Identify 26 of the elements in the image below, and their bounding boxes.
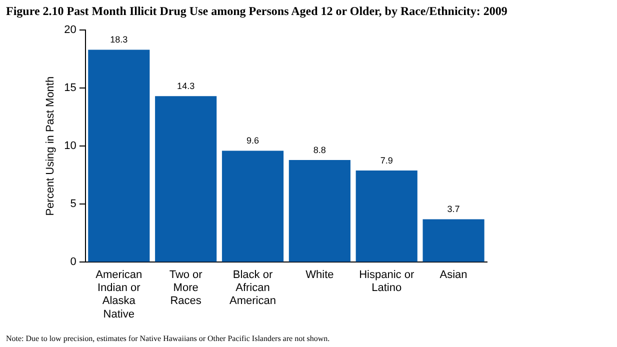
data-label: 3.7 [447, 204, 460, 214]
data-label: 18.3 [110, 34, 128, 45]
bar [356, 170, 418, 262]
x-tick-label: Hispanic or Latino [359, 268, 414, 294]
bar [288, 160, 350, 262]
bar [222, 150, 284, 262]
y-tick-label: 0 [70, 256, 76, 268]
x-tick-label: Two or More Races [169, 268, 203, 308]
y-tick-label: 15 [64, 82, 76, 94]
chart-title: Figure 2.10 Past Month Illicit Drug Use among Persons Aged 12 or Older, by Race/Ethnicity: 2009 [6, 4, 508, 19]
bar [155, 96, 217, 262]
y-tick-label: 20 [64, 24, 76, 36]
x-tick-label: White [306, 268, 334, 281]
data-label: 9.6 [246, 136, 260, 146]
x-tick-label: Asian [440, 268, 468, 281]
y-tick-label: 5 [70, 198, 76, 210]
data-label: 14.3 [177, 81, 195, 92]
bar [88, 50, 150, 262]
data-label: 8.8 [313, 145, 326, 156]
y-axis-title: Percent Using in Past Month [44, 76, 57, 216]
text: Note: Due to low precision, estimates for Native Hawaiians or Other Pacific Islanders are not shown. [6, 334, 330, 343]
x-tick-label: Black or African American [230, 268, 276, 308]
x-tick-label: American Indian or Alaska Native [96, 268, 142, 320]
bar [422, 219, 484, 262]
y-tick-label: 10 [64, 140, 76, 152]
data-label: 7.9 [380, 155, 393, 166]
